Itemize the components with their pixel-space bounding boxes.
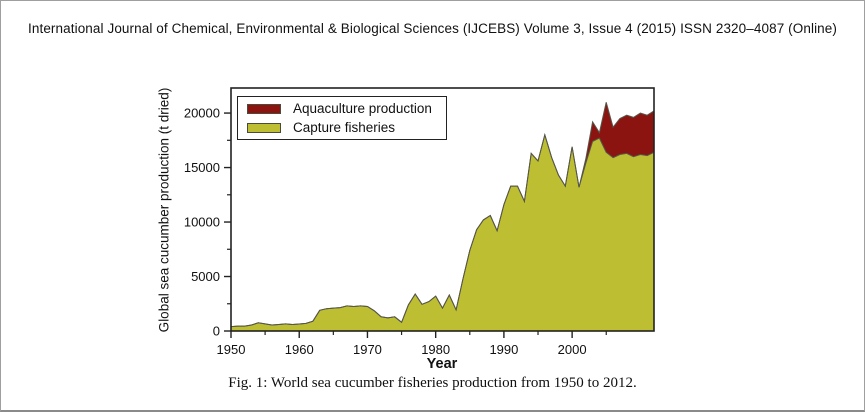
journal-header: International Journal of Chemical, Envir…	[28, 21, 837, 36]
x-tick-label: 1970	[353, 342, 382, 357]
x-axis-title: Year	[426, 356, 458, 372]
capture-outline	[230, 133, 655, 328]
x-tick-label: 1950	[217, 342, 246, 357]
x-tick-label: 1960	[285, 342, 314, 357]
plot-frame	[230, 87, 655, 332]
legend-swatch-capture	[247, 122, 281, 133]
y-tick-label: 5000	[191, 269, 220, 284]
legend-item-aquaculture: Aquaculture production	[247, 101, 446, 116]
legend-label-aquaculture: Aquaculture production	[293, 101, 432, 116]
legend-item-capture: Capture fisheries	[247, 120, 446, 135]
legend-label-capture: Capture fisheries	[293, 120, 396, 135]
x-tick-label: 2000	[558, 342, 587, 357]
y-tick-label: 10000	[184, 215, 220, 230]
y-tick-label: 15000	[184, 160, 220, 175]
legend-swatch-aquaculture	[247, 103, 281, 114]
x-tick-label: 1980	[421, 342, 450, 357]
capture-area	[231, 134, 654, 331]
chart-legend: Aquaculture production Capture fisheries	[237, 96, 447, 140]
figure-caption: Fig. 1: World sea cucumber fisheries pro…	[228, 375, 637, 391]
x-tick-label: 1990	[489, 342, 518, 357]
y-tick-label: 20000	[184, 106, 220, 121]
sea-cucumber-production-chart: 0 5000 10000 15000 20000 1950 1960 1970 1980 1990…	[184, 87, 655, 357]
y-tick-label: 0	[213, 324, 220, 339]
